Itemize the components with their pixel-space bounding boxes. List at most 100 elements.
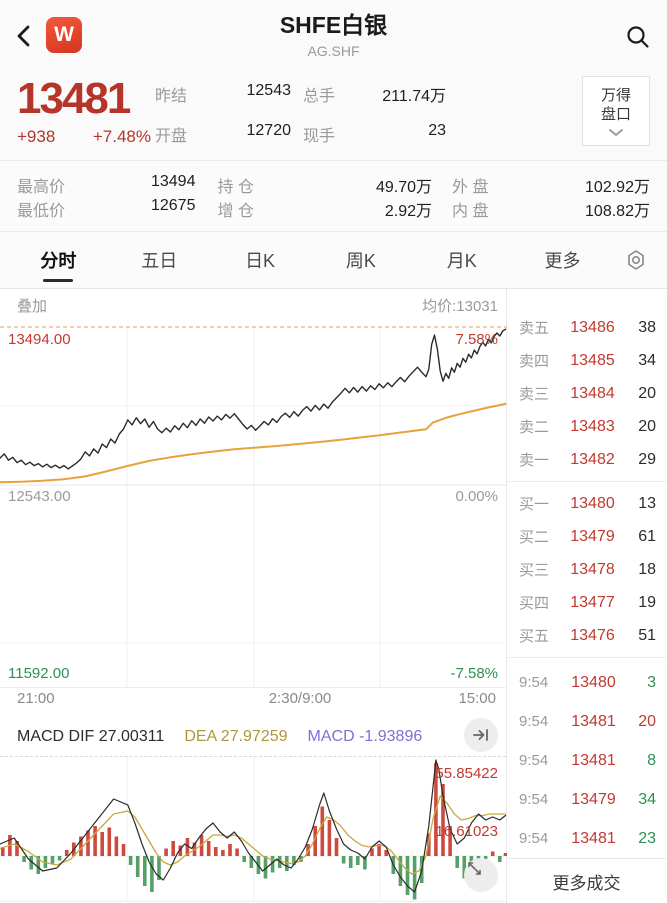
ask3-volume: 20 [638,384,656,402]
ask-row-5[interactable]: 卖五 13486 38 [507,311,666,344]
bid-row-2[interactable]: 买二 13479 61 [507,520,666,553]
bid3-label: 买三 [519,562,550,579]
macd-value-label: MACD -1.93896 [307,728,423,745]
high-value: 13494 [150,173,196,190]
axis-high-price: 13494.00 [8,331,71,348]
intraday-chart[interactable]: 13494.00 7.58% 12543.00 0.00% 11592.00 -… [0,319,507,688]
tab-more[interactable]: 更多 [544,251,581,271]
outer-volume-value: 102.92万 [585,179,650,196]
chart-settings-button[interactable] [613,232,659,288]
current-volume-value: 23 [428,122,446,139]
bid-row-3[interactable]: 买三 13478 18 [507,553,666,586]
bid1-volume: 13 [638,494,656,512]
title-block: SHFE白银 AG.SHF [0,6,667,59]
tab-daily-k[interactable]: 日K [245,251,276,271]
stats-row-1: 最高价 13494 持 仓 49.70万 外 盘 102.92万 [17,173,650,197]
bid-row-1[interactable]: 买一 13480 13 [507,487,666,520]
ask1-volume: 29 [638,450,656,468]
trade3-price: 13481 [571,751,616,769]
tab-monthly-k[interactable]: 月K [446,251,477,271]
tab-fenshi[interactable]: 分时 [8,232,109,288]
outer-volume-label: 外 盘 [452,179,489,196]
wind-pankou-button[interactable]: 万得 盘口 [582,76,650,146]
trade5-price: 13481 [571,829,616,847]
bid-row-5[interactable]: 买五 13476 51 [507,619,666,652]
content: 叠加 均价:13031 13494.00 7.58% 12543.00 0.00… [0,289,667,903]
order-book-panel: 卖五 13486 38 卖四 13485 34 卖三 13484 20 卖二 13483 20 … [507,289,666,903]
time-tick-mid: 2:30/9:00 [268,690,332,707]
bid3-volume: 18 [638,560,656,578]
indicator-next-button[interactable] [464,718,498,752]
price-change: +938 +7.48% [17,127,151,147]
prev-settle-label: 昨结 [155,88,188,105]
intraday-chart-svg [0,326,507,688]
trade2-price: 13481 [571,712,616,730]
ask-row-3[interactable]: 卖三 13484 20 [507,377,666,410]
arrow-to-bar-icon [473,729,488,741]
axis-mid-price: 12543.00 [8,488,71,505]
chart-header: 叠加 均价:13031 [0,289,506,319]
chart-panel: 叠加 均价:13031 13494.00 7.58% 12543.00 0.00… [0,289,507,903]
bid2-volume: 61 [638,527,656,545]
axis-low-price: 11592.00 [8,665,70,682]
ask-row-4[interactable]: 卖四 13485 34 [507,344,666,377]
page-title: SHFE白银 [279,12,388,38]
oi-change-value: 2.92万 [384,203,433,220]
bid-trades-divider [507,657,666,658]
trade5-volume: 23 [638,829,656,847]
ask1-label: 卖一 [519,452,550,469]
trade-row: 9:54 13481 8 [507,741,666,780]
ask4-label: 卖四 [519,353,550,370]
low-label: 最低价 [17,203,66,220]
overlay-button[interactable]: 叠加 [17,297,48,315]
bid4-label: 买四 [519,595,550,612]
trade1-time: 9:54 [519,674,549,691]
prev-settle-value: 12543 [246,82,292,99]
quote-col-1: 昨结 12543 开盘 12720 [155,82,291,146]
current-volume-label: 现手 [303,128,336,145]
back-button[interactable] [10,20,40,52]
gear-icon [628,250,644,270]
trade5-time: 9:54 [519,830,549,847]
tab-wuri[interactable]: 五日 [141,251,178,271]
oi-change-label: 增 仓 [217,203,254,220]
bid4-volume: 19 [638,593,656,611]
search-button[interactable] [621,20,655,54]
trade4-volume: 34 [638,790,656,808]
total-volume-label: 总手 [303,88,336,105]
macd-chart[interactable]: 55.85422 16.61023 [0,756,507,902]
ask-bid-divider [507,481,666,482]
axis-low-pct: -7.58% [450,665,498,682]
pankou-line2: 盘口 [600,105,631,123]
trade1-volume: 3 [647,673,656,691]
chevron-down-icon [609,128,623,136]
change-percent: +7.48% [92,127,151,146]
open-interest-label: 持 仓 [217,179,254,196]
bid2-price: 13479 [570,527,615,545]
macd-dif-label: MACD DIF 27.00311 [17,728,165,745]
change-value: +938 [17,127,56,146]
more-trades-button[interactable]: 更多成交 [507,858,666,903]
total-volume-value: 211.74万 [382,88,446,105]
trade-row: 9:54 13480 3 [507,663,666,702]
ask-row-1[interactable]: 卖一 13482 29 [507,443,666,476]
trade2-time: 9:54 [519,713,549,730]
trade3-volume: 8 [647,751,656,769]
ask4-price: 13485 [570,351,615,369]
bid-row-4[interactable]: 买四 13477 19 [507,586,666,619]
trade4-price: 13479 [571,790,616,808]
macd-axis-top: 55.85422 [435,765,498,782]
ask2-volume: 20 [638,417,656,435]
macd-header: MACD DIF 27.00311 DEA 27.97259 MACD -1.9… [0,712,506,756]
trade2-volume: 20 [638,712,656,730]
expand-icon [468,862,481,875]
expand-chart-button[interactable] [464,858,498,892]
ask5-label: 卖五 [519,320,550,337]
tab-weekly-k[interactable]: 周K [345,251,376,271]
stats-row-2: 最低价 12675 增 仓 2.92万 内 盘 108.82万 [17,197,650,221]
ask-row-2[interactable]: 卖二 13483 20 [507,410,666,443]
trade4-time: 9:54 [519,791,549,808]
wind-logo: W [46,17,82,53]
order-book-spacer [507,289,666,311]
quote-panel: 13481 +938 +7.48% 昨结 12543 开盘 12720 总手 211.… [0,72,667,160]
